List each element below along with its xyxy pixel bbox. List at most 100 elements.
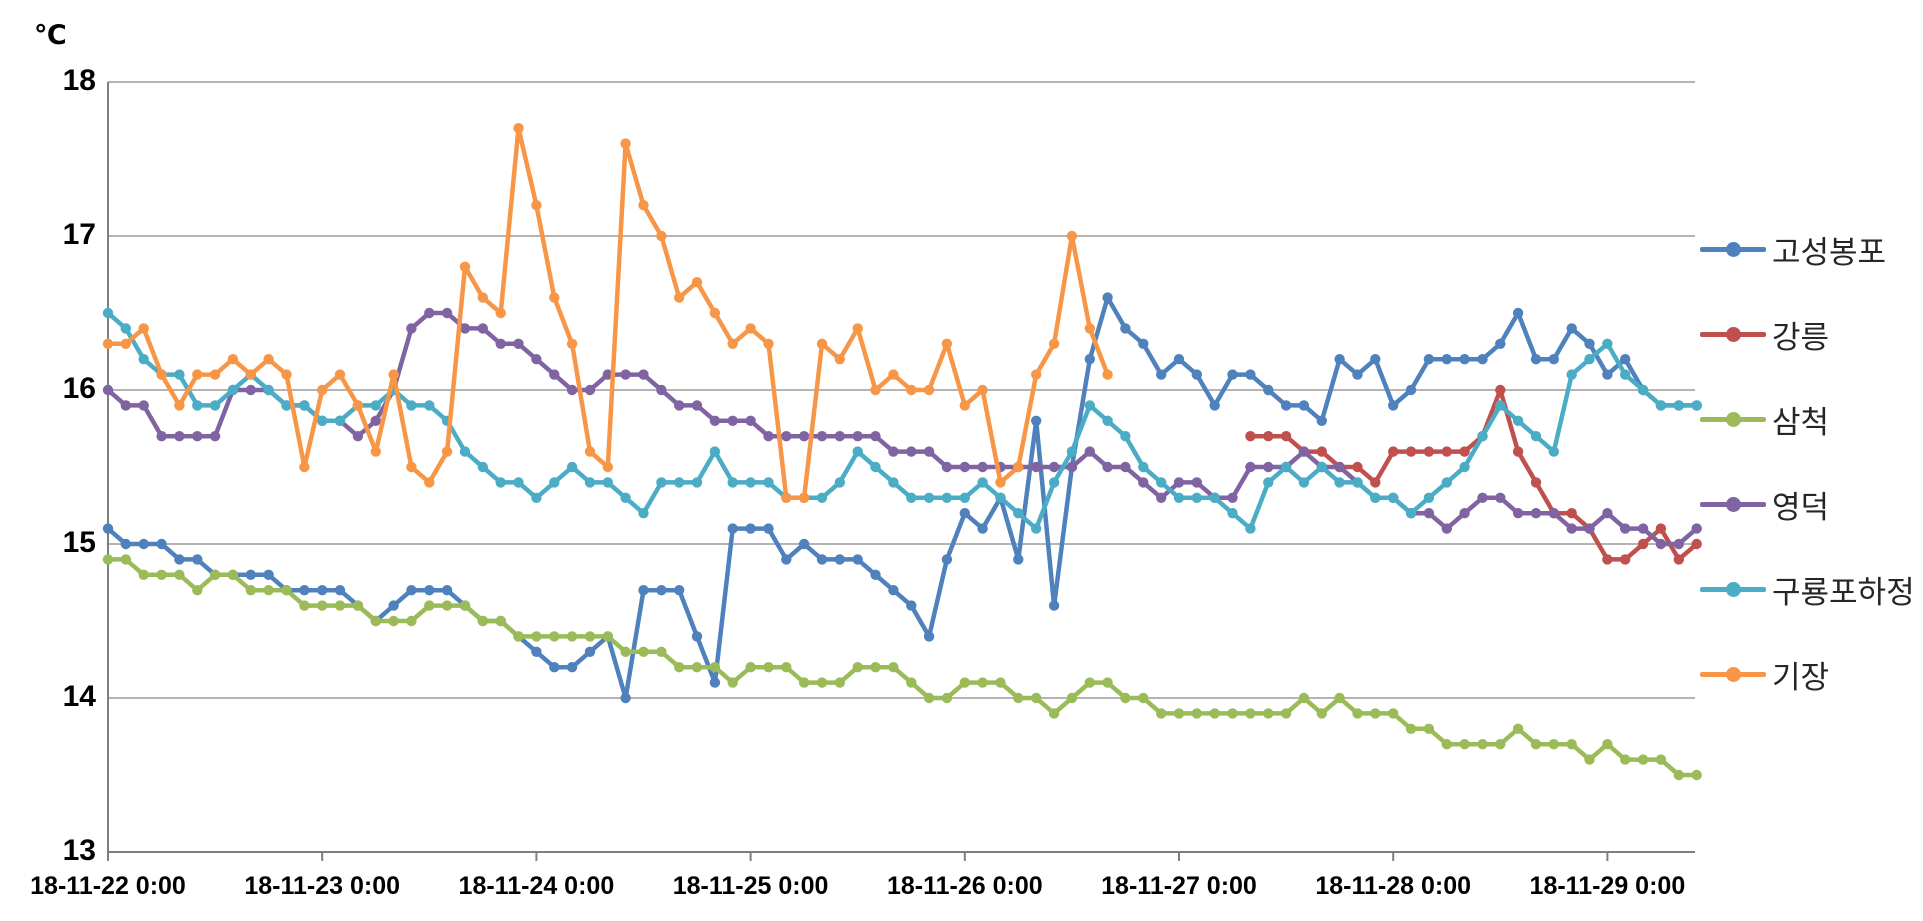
chart-legend: 고성봉포 강릉 삼척 영덕 구룡포하정 기장	[1700, 232, 1915, 742]
series-point-구룡포하정	[870, 461, 881, 473]
series-point-영덕	[977, 461, 988, 473]
series-point-고성봉포	[263, 569, 274, 580]
series-point-구룡포하정	[1530, 431, 1542, 442]
legend-item-기장: 기장	[1700, 657, 1915, 695]
series-point-구룡포하정	[209, 400, 221, 411]
series-point-기장	[245, 369, 256, 380]
series-point-고성봉포	[906, 600, 917, 611]
series-point-고성봉포	[1102, 292, 1113, 303]
legend-line-marker-icon	[1700, 402, 1766, 436]
series-point-기장	[334, 369, 346, 380]
series-point-구룡포하정	[1227, 508, 1238, 519]
x-axis-tick-label: 18-11-23 0:00	[244, 872, 401, 900]
series-point-영덕	[1423, 508, 1435, 519]
series-point-영덕	[549, 369, 560, 380]
series-point-구룡포하정	[995, 492, 1006, 503]
series-point-영덕	[1227, 492, 1238, 503]
series-point-기장	[531, 200, 542, 211]
series-line-구룡포하정	[105, 310, 1699, 531]
series-point-삼척	[798, 677, 810, 688]
series-point-기장	[1066, 230, 1078, 242]
series-point-기장	[709, 307, 721, 319]
series-point-구룡포하정	[459, 446, 471, 457]
series-point-삼척	[745, 662, 756, 673]
series-point-삼척	[1655, 754, 1667, 765]
series-point-구룡포하정	[1280, 461, 1292, 473]
series-point-영덕	[584, 384, 596, 396]
series-point-구룡포하정	[1388, 492, 1399, 503]
series-point-고성봉포	[156, 538, 167, 550]
series-point-영덕	[459, 323, 471, 334]
legend-label: 구룡포하정	[1772, 574, 1915, 610]
series-point-삼척	[174, 569, 185, 580]
series-point-강릉	[1388, 446, 1399, 457]
series-point-구룡포하정	[602, 477, 613, 488]
series-point-구룡포하정	[1120, 431, 1131, 442]
series-point-고성봉포	[674, 585, 685, 596]
series-point-강릉	[1316, 446, 1328, 457]
series-point-기장	[102, 338, 114, 349]
series-point-구룡포하정	[1405, 508, 1417, 519]
series-point-강릉	[1405, 446, 1417, 457]
series-point-영덕	[566, 384, 578, 396]
series-point-삼척	[1637, 754, 1649, 765]
series-point-고성봉포	[1227, 369, 1238, 380]
series-point-구룡포하정	[1352, 477, 1363, 488]
series-point-삼척	[281, 585, 292, 596]
series-point-고성봉포	[406, 585, 417, 596]
series-point-구룡포하정	[1031, 523, 1042, 534]
series-point-삼척	[1530, 739, 1542, 750]
series-point-기장	[995, 477, 1006, 488]
series-point-고성봉포	[1512, 307, 1524, 319]
legend-line-marker-icon	[1700, 232, 1766, 266]
series-point-삼척	[1459, 739, 1470, 750]
legend-item-구룡포하정: 구룡포하정	[1700, 572, 1915, 610]
series-point-삼척	[441, 600, 453, 611]
series-point-강릉	[1566, 508, 1577, 519]
series-point-삼척	[941, 692, 953, 704]
series-point-기장	[834, 354, 845, 365]
y-axis-tick-label: 13	[62, 834, 96, 867]
series-point-영덕	[424, 307, 435, 319]
x-axis-tick-label: 18-11-29 0:00	[1529, 872, 1686, 900]
series-point-강릉	[1673, 554, 1685, 565]
x-axis-tick-label: 18-11-25 0:00	[672, 872, 829, 900]
series-point-구룡포하정	[584, 477, 596, 488]
series-point-구룡포하정	[745, 477, 756, 488]
series-point-기장	[156, 369, 167, 380]
series-point-삼척	[1191, 708, 1203, 719]
series-point-강릉	[1655, 523, 1667, 534]
series-point-구룡포하정	[120, 323, 131, 334]
series-point-삼척	[816, 677, 828, 688]
series-point-구룡포하정	[888, 477, 899, 488]
series-point-고성봉포	[1495, 338, 1506, 349]
legend-label: 삼척	[1772, 404, 1830, 440]
series-point-삼척	[1227, 708, 1238, 719]
series-point-구룡포하정	[281, 400, 292, 411]
series-point-영덕	[495, 338, 506, 349]
series-point-삼척	[120, 554, 131, 565]
series-point-삼척	[1263, 708, 1274, 719]
series-point-영덕	[1441, 523, 1453, 534]
series-point-고성봉포	[1013, 554, 1024, 565]
series-point-구룡포하정	[1655, 400, 1667, 411]
series-point-영덕	[1334, 461, 1345, 473]
series-point-영덕	[1512, 508, 1524, 519]
series-point-영덕	[1245, 461, 1256, 473]
series-point-영덕	[1191, 477, 1203, 488]
series-line-영덕	[105, 310, 1699, 547]
series-point-구룡포하정	[1477, 431, 1488, 442]
series-point-삼척	[656, 646, 667, 657]
series-point-고성봉포	[1620, 354, 1631, 365]
series-point-기장	[1031, 369, 1042, 380]
series-point-고성봉포	[531, 646, 542, 657]
series-point-구룡포하정	[370, 400, 381, 411]
series-point-삼척	[906, 677, 917, 688]
series-point-영덕	[888, 446, 899, 457]
series-point-영덕	[763, 431, 774, 442]
series-point-구룡포하정	[102, 307, 114, 319]
series-point-삼척	[1352, 708, 1363, 719]
legend-item-강릉: 강릉	[1700, 317, 1915, 355]
series-point-삼척	[1673, 769, 1685, 781]
series-point-고성봉포	[638, 585, 649, 596]
